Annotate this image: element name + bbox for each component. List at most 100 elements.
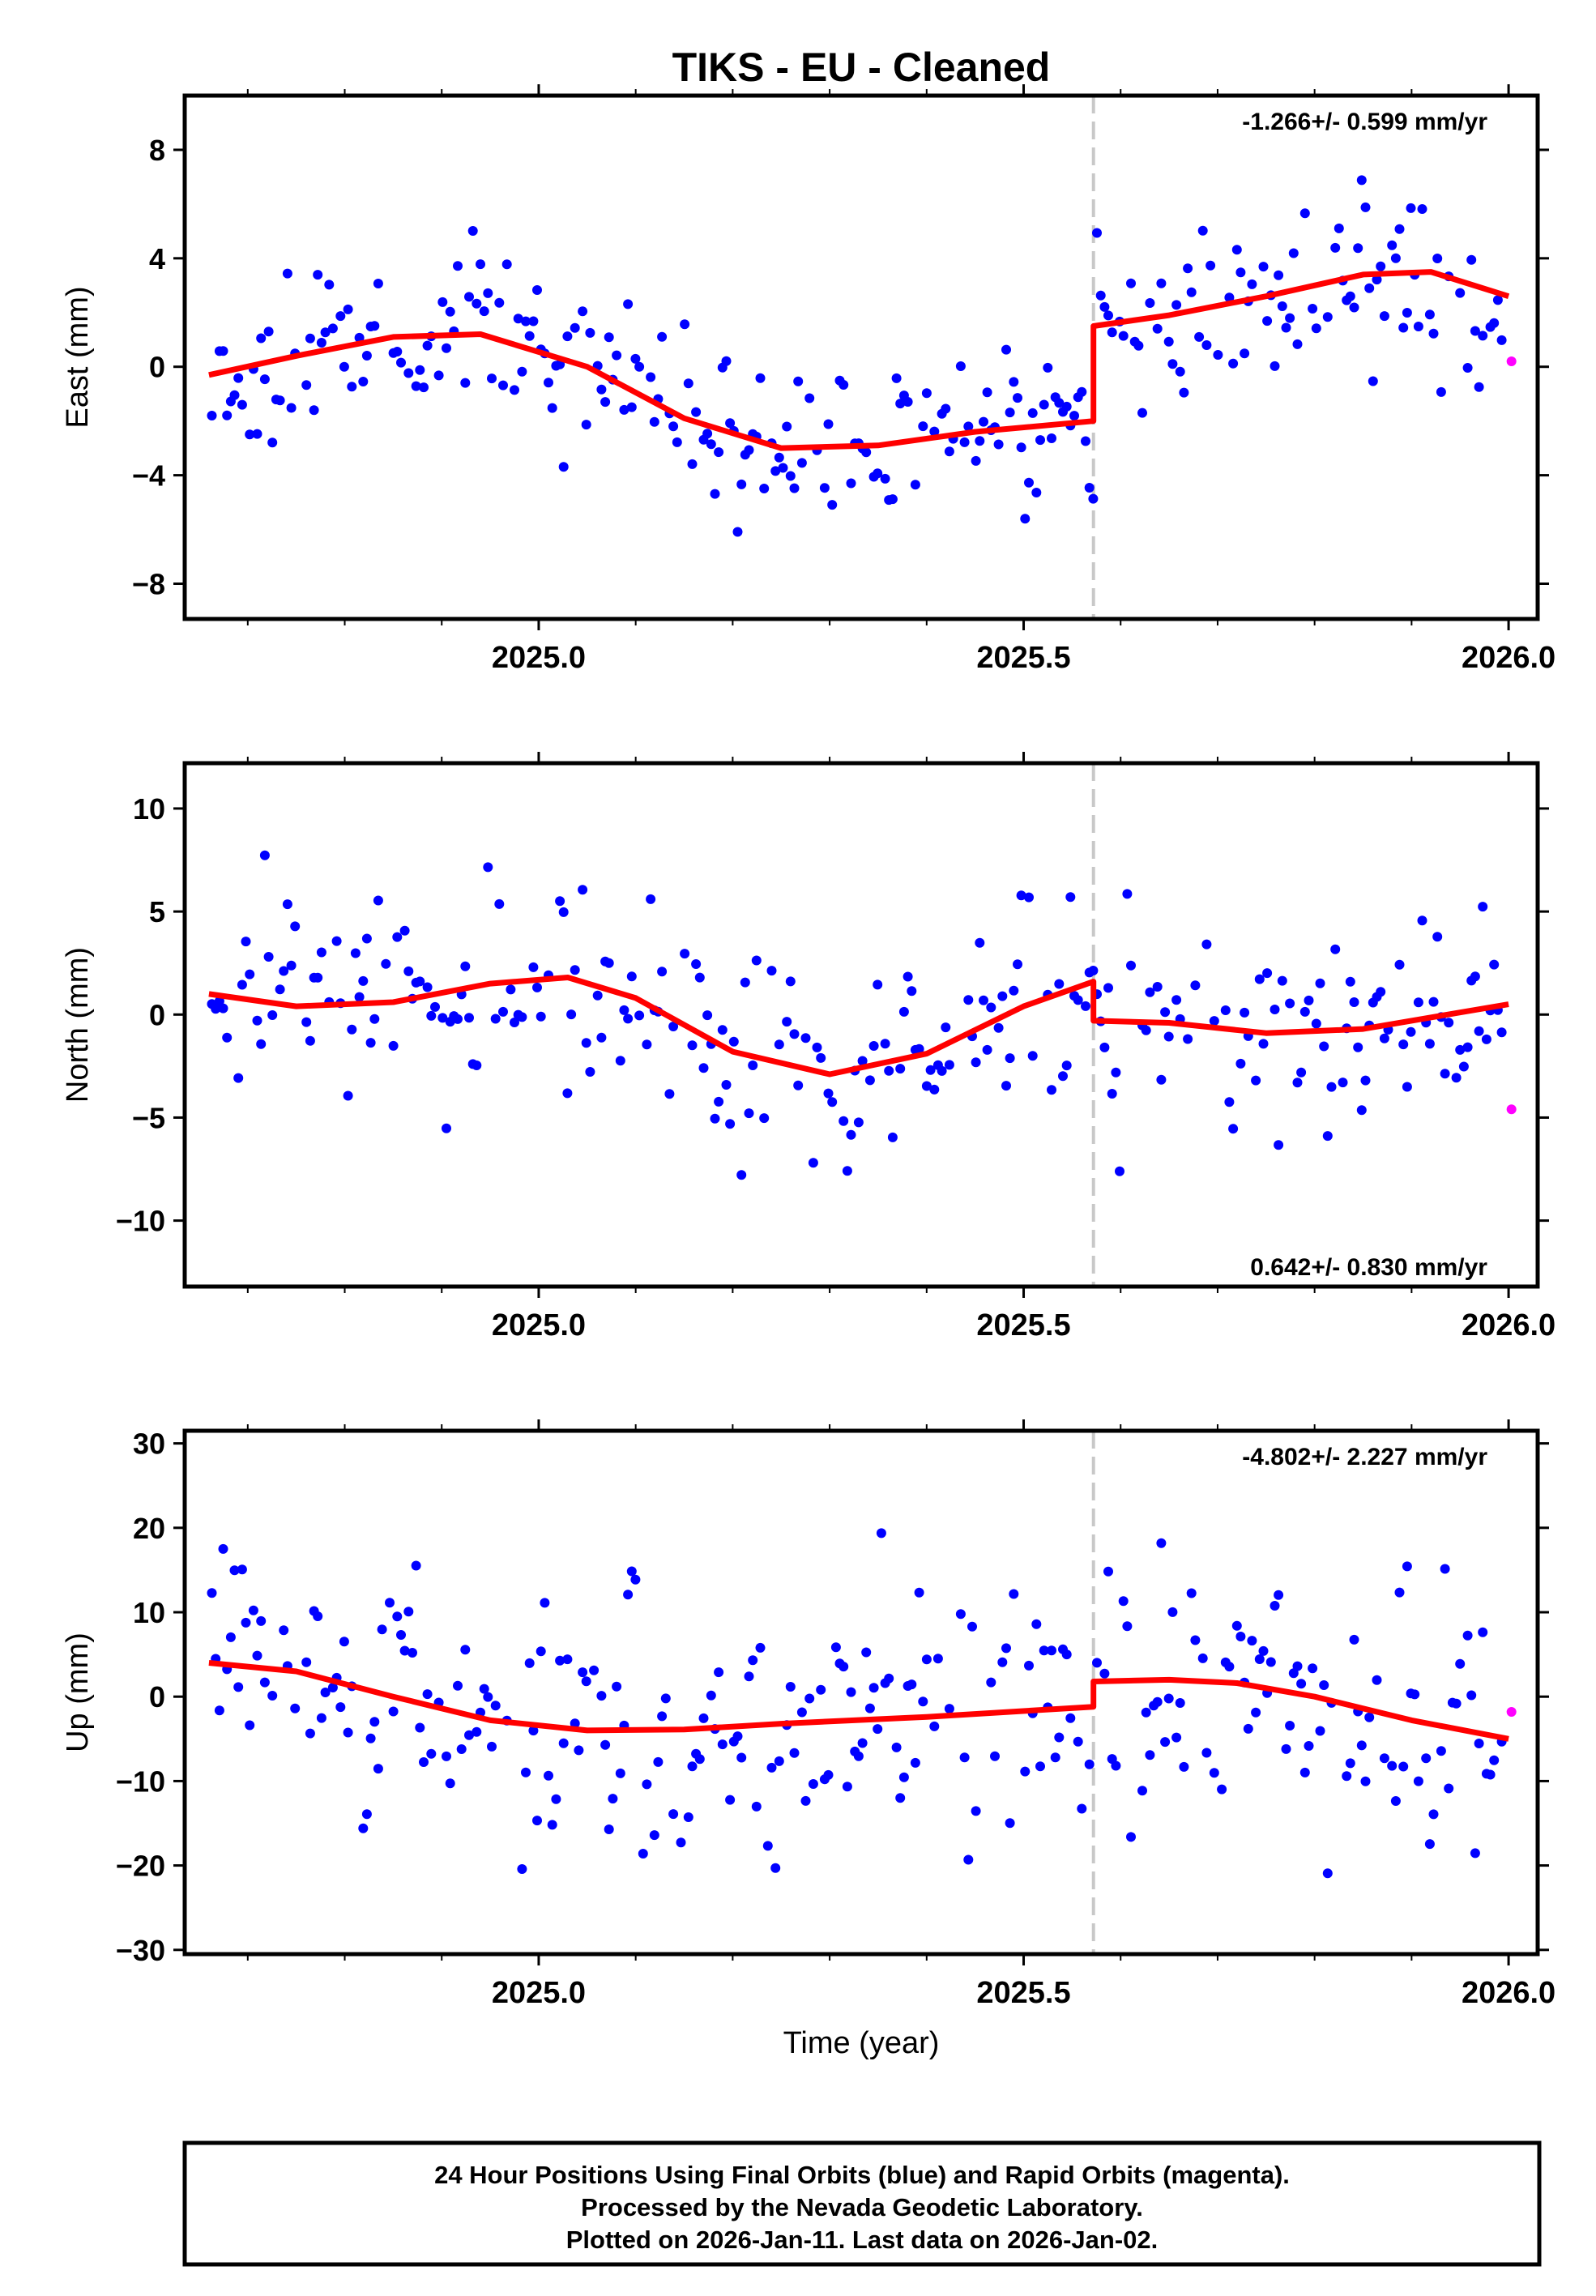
up-final-point [570, 1718, 580, 1729]
east-final-point [1081, 436, 1090, 446]
up-final-point [252, 1650, 262, 1661]
east-final-point [256, 333, 267, 344]
north-final-point [256, 1039, 267, 1049]
up-final-point [1444, 1783, 1454, 1794]
up-final-point [290, 1703, 301, 1713]
up-final-point [755, 1642, 766, 1653]
north-final-point [1319, 1041, 1329, 1052]
north-final-point [1417, 915, 1427, 926]
east-final-point [1126, 278, 1136, 288]
north-ytick-label: 0 [149, 998, 165, 1031]
north-final-point [1330, 944, 1341, 954]
up-final-point [918, 1696, 928, 1707]
up-final-point [596, 1691, 607, 1701]
up-final-point [1349, 1634, 1359, 1645]
north-final-point [282, 899, 292, 910]
north-final-point [399, 925, 410, 936]
north-axes-frame [182, 761, 1540, 1289]
north-final-point [698, 1063, 709, 1073]
up-final-point [1005, 1818, 1015, 1829]
north-final-point [430, 1001, 440, 1012]
up-final-point [1379, 1753, 1389, 1764]
up-final-point [305, 1728, 315, 1739]
north-final-point [286, 960, 297, 971]
up-final-point [1118, 1596, 1129, 1607]
up-final-point [237, 1564, 247, 1575]
north-final-point [903, 971, 913, 982]
up-final-point [1224, 1662, 1235, 1672]
up-final-point [842, 1782, 852, 1792]
up-final-point [955, 1609, 966, 1620]
east-final-point [1334, 223, 1344, 233]
north-rapid-point [1506, 1104, 1517, 1115]
up-final-point [1402, 1561, 1412, 1572]
up-final-point [921, 1654, 932, 1665]
north-final-point [1402, 1082, 1412, 1092]
north-ytick-label: −10 [116, 1205, 165, 1238]
north-final-point [1009, 985, 1019, 996]
east-final-point [619, 404, 629, 415]
up-final-point [1065, 1713, 1076, 1723]
east-final-point [604, 332, 614, 343]
east-final-point [1406, 203, 1416, 213]
up-final-point [1175, 1698, 1185, 1708]
up-final-point [1201, 1748, 1212, 1758]
north-final-point [1444, 1018, 1454, 1028]
up-final-point [1152, 1696, 1163, 1707]
east-final-point [570, 322, 580, 333]
up-final-point [408, 1648, 417, 1658]
north-final-point [426, 1010, 437, 1021]
north-final-point [1145, 987, 1155, 997]
east-final-point [1360, 202, 1371, 212]
north-final-point [1296, 1067, 1307, 1078]
east-final-point [910, 480, 920, 490]
up-final-point [544, 1770, 553, 1781]
east-final-point [498, 380, 508, 390]
north-final-point [657, 967, 668, 977]
up-panel: 30 20 10 0 −10 −20 −30 2025.0 2025.5 2026.0 Up (mm… [61, 1419, 1555, 2060]
east-final-point [1092, 228, 1102, 238]
east-final-point [442, 343, 451, 353]
up-final-point [279, 1625, 289, 1636]
north-final-point [725, 1119, 736, 1129]
east-final-point [313, 270, 323, 280]
east-final-point [1039, 399, 1049, 410]
north-final-point [259, 850, 270, 860]
east-final-point [1247, 279, 1257, 289]
east-final-point [521, 316, 531, 326]
north-final-point [532, 982, 542, 992]
north-final-point [233, 1073, 244, 1083]
north-final-point [782, 1017, 792, 1027]
east-final-point [267, 437, 278, 448]
up-final-point [1304, 1741, 1314, 1751]
up-final-point [698, 1713, 709, 1723]
north-final-point [914, 1043, 924, 1054]
east-final-point [411, 381, 421, 391]
north-final-point [1141, 1025, 1151, 1035]
up-final-point [233, 1682, 244, 1692]
up-final-point [445, 1778, 455, 1789]
north-final-point [853, 1117, 864, 1128]
east-final-point [921, 388, 932, 399]
north-final-point [907, 986, 917, 996]
north-final-point [1394, 959, 1405, 970]
north-final-point [1054, 979, 1065, 989]
up-final-point [990, 1751, 1000, 1761]
north-final-point [1478, 902, 1488, 912]
north-final-point [453, 1014, 463, 1024]
east-final-point [623, 299, 634, 309]
east-final-point [501, 259, 512, 270]
up-final-point [1308, 1663, 1318, 1674]
north-final-point [751, 955, 762, 966]
north-final-point [721, 1080, 732, 1090]
east-final-point [944, 446, 954, 457]
east-final-point [578, 306, 588, 317]
east-final-point [1274, 270, 1284, 280]
east-final-point [437, 297, 448, 307]
up-final-point [1292, 1661, 1303, 1671]
north-final-point [1353, 1042, 1363, 1052]
north-final-point [1152, 982, 1163, 992]
east-final-point [1107, 327, 1117, 338]
east-final-point [612, 350, 622, 361]
north-final-point [1024, 892, 1034, 903]
